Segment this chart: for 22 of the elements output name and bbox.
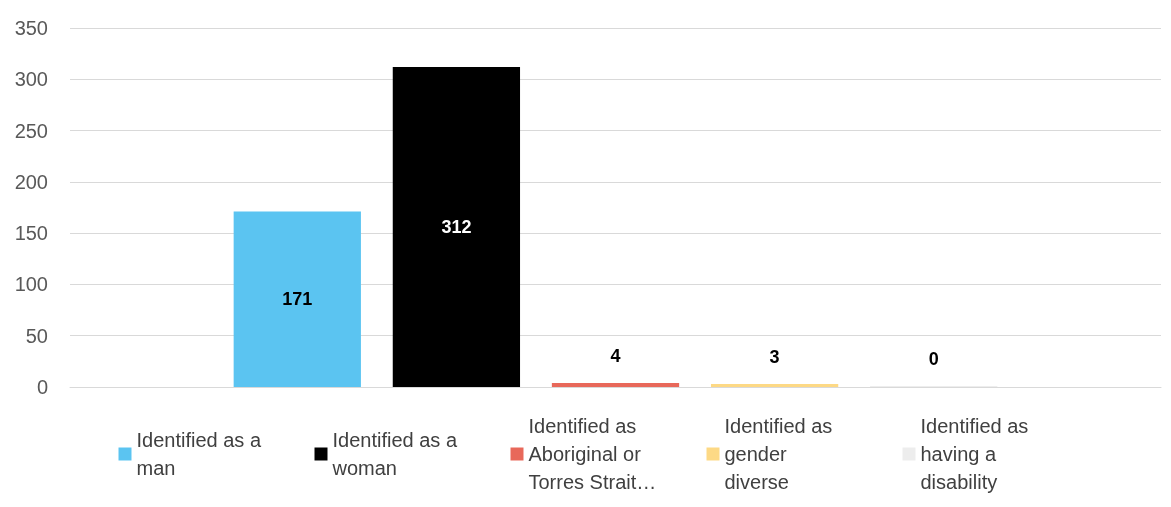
y-tick-label: 100 [14, 273, 48, 296]
bar [551, 382, 680, 387]
y-tick-label: 50 [25, 324, 48, 347]
data-label: 4 [610, 345, 621, 366]
legend-label: Identified as gender diverse [724, 415, 838, 493]
bar [392, 66, 521, 387]
y-tick-label: 350 [14, 17, 48, 39]
data-label: 171 [282, 289, 313, 310]
data-label: 0 [928, 349, 939, 369]
y-tick-label: 200 [14, 170, 48, 193]
legend-label: Identified as having a disability [920, 415, 1034, 493]
y-tick-label: 150 [14, 222, 48, 245]
legend-label: Identified as a woman [331, 429, 463, 479]
y-tick-label: 250 [14, 119, 48, 142]
y-tick-label: 300 [14, 68, 48, 91]
data-label: 3 [769, 346, 780, 367]
data-label: 312 [441, 216, 472, 237]
legend-label: Identified as Aboriginal or Torres Strait… [528, 415, 657, 493]
y-tick-label: 0 [36, 376, 48, 398]
legend-label: Identified as a man [136, 429, 267, 479]
bar [233, 211, 361, 387]
bar [710, 383, 839, 387]
